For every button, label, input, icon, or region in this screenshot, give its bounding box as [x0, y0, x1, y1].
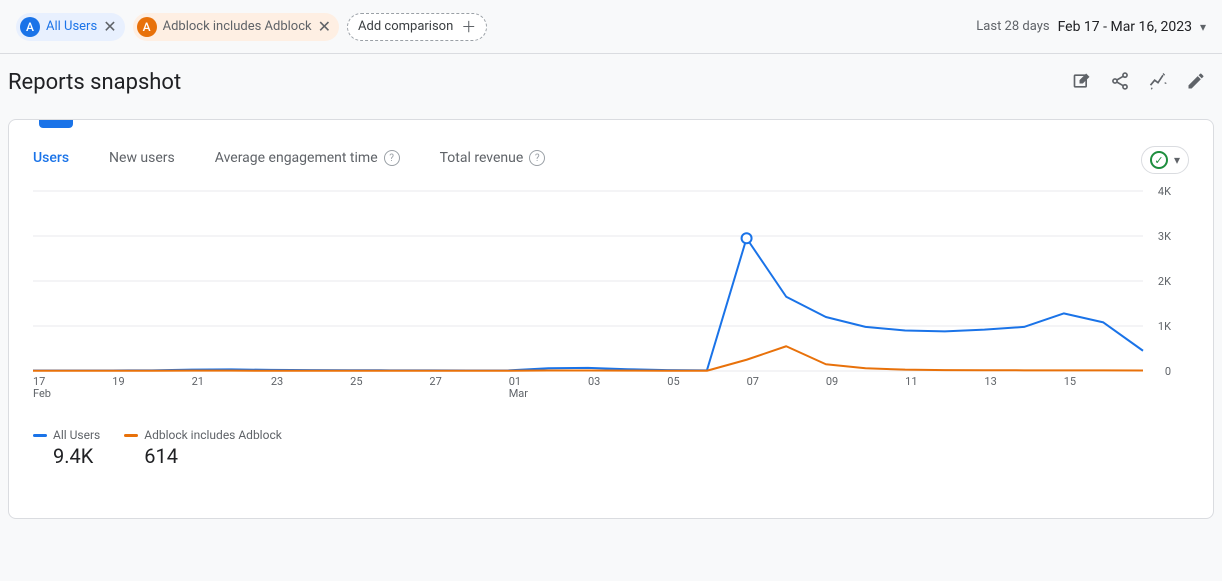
- insights-icon[interactable]: [1148, 71, 1168, 95]
- tab-total-revenue[interactable]: Total revenue ?: [440, 150, 546, 166]
- share-icon[interactable]: [1110, 71, 1130, 95]
- svg-text:03: 03: [588, 375, 600, 388]
- svg-text:21: 21: [192, 375, 204, 388]
- svg-text:19: 19: [112, 375, 124, 388]
- svg-text:0: 0: [1165, 365, 1171, 378]
- add-comparison-button[interactable]: Add comparison ＋: [347, 13, 487, 41]
- chart-legend: All Users 9.4K Adblock includes Adblock …: [9, 410, 1213, 468]
- chevron-down-icon: ▾: [1200, 20, 1206, 34]
- svg-text:15: 15: [1064, 375, 1076, 388]
- svg-text:09: 09: [826, 375, 838, 388]
- svg-text:3K: 3K: [1158, 230, 1171, 243]
- svg-text:Feb: Feb: [33, 387, 51, 400]
- metrics-card: Users New users Average engagement time …: [8, 119, 1214, 519]
- svg-text:05: 05: [667, 375, 679, 388]
- legend-label: Adblock includes Adblock: [144, 428, 282, 442]
- chip-label: Adblock includes Adblock: [163, 19, 312, 34]
- close-icon[interactable]: ✕: [103, 19, 116, 35]
- chip-label: All Users: [46, 19, 97, 34]
- tab-label: Total revenue: [440, 150, 524, 166]
- svg-text:13: 13: [984, 375, 996, 388]
- chip-all-users[interactable]: A All Users ✕: [16, 13, 125, 41]
- svg-text:4K: 4K: [1158, 186, 1171, 198]
- chevron-down-icon: ▾: [1174, 153, 1180, 167]
- svg-text:1K: 1K: [1158, 320, 1171, 333]
- edit-icon[interactable]: [1186, 71, 1206, 95]
- svg-text:23: 23: [271, 375, 283, 388]
- svg-text:25: 25: [350, 375, 362, 388]
- svg-text:11: 11: [905, 375, 917, 388]
- date-range-label: Last 28 days: [976, 19, 1049, 34]
- chip-avatar: A: [20, 17, 40, 37]
- tab-avg-engagement[interactable]: Average engagement time ?: [215, 150, 400, 166]
- active-tab-indicator: [39, 120, 73, 128]
- svg-text:Mar: Mar: [509, 387, 529, 400]
- comparison-chips: A All Users ✕ A Adblock includes Adblock…: [16, 13, 487, 41]
- help-icon[interactable]: ?: [529, 150, 545, 166]
- page-title: Reports snapshot: [8, 70, 181, 95]
- status-chip[interactable]: ✓ ▾: [1141, 146, 1189, 174]
- date-range-text: Feb 17 - Mar 16, 2023: [1058, 19, 1192, 35]
- tab-label: Average engagement time: [215, 150, 378, 166]
- tab-new-users[interactable]: New users: [109, 150, 175, 166]
- legend-label: All Users: [53, 428, 100, 442]
- legend-item-all-users: All Users 9.4K: [33, 428, 100, 468]
- svg-text:07: 07: [747, 375, 759, 388]
- plus-icon: ＋: [461, 16, 476, 37]
- chip-avatar: A: [137, 17, 157, 37]
- legend-item-adblock: Adblock includes Adblock 614: [124, 428, 282, 468]
- legend-swatch: [124, 434, 138, 437]
- add-comparison-label: Add comparison: [358, 19, 453, 34]
- customize-report-icon[interactable]: [1072, 71, 1092, 95]
- svg-text:2K: 2K: [1158, 275, 1171, 288]
- legend-swatch: [33, 434, 47, 437]
- check-circle-icon: ✓: [1150, 151, 1168, 169]
- line-chart: 01K2K3K4K1719212325270103050709111315Feb…: [33, 186, 1173, 406]
- date-range-picker[interactable]: Last 28 days Feb 17 - Mar 16, 2023 ▾: [976, 19, 1206, 35]
- tab-users[interactable]: Users: [33, 150, 69, 166]
- close-icon[interactable]: ✕: [318, 19, 331, 35]
- chip-adblock[interactable]: A Adblock includes Adblock ✕: [133, 13, 339, 41]
- legend-value: 9.4K: [33, 442, 100, 468]
- svg-text:27: 27: [429, 375, 441, 388]
- help-icon[interactable]: ?: [384, 150, 400, 166]
- legend-value: 614: [124, 442, 282, 468]
